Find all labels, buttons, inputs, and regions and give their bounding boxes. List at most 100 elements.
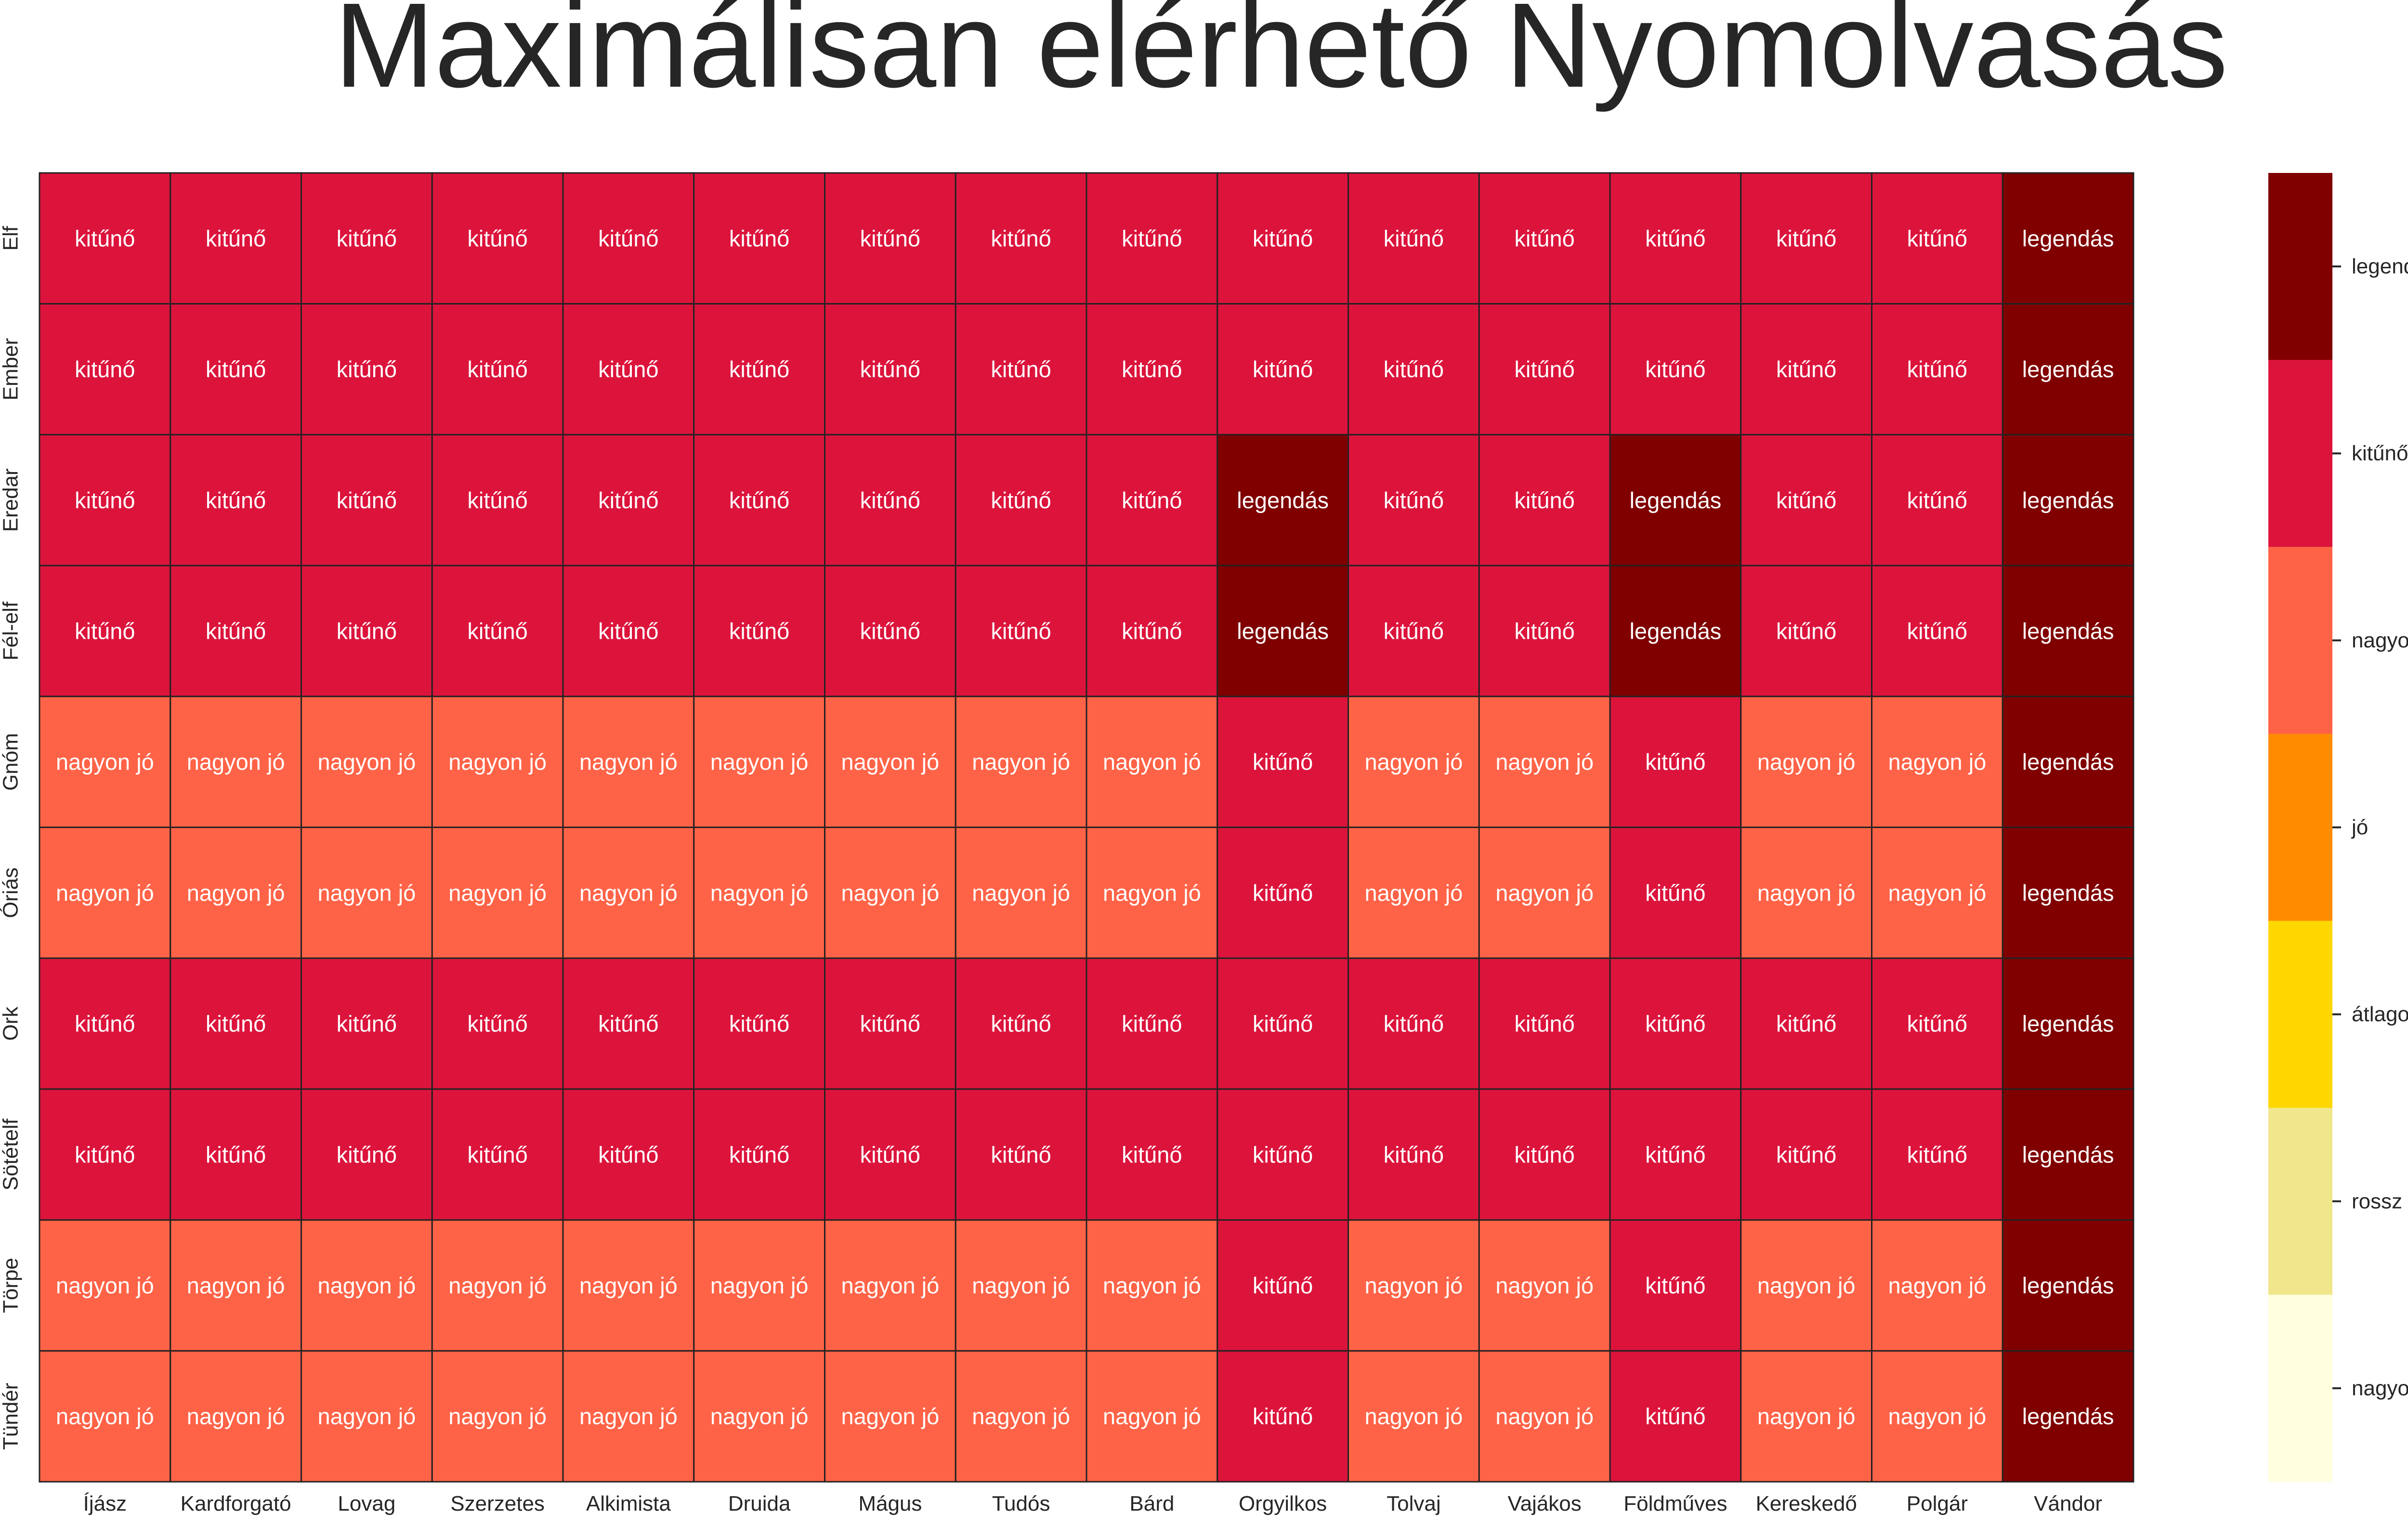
- x-tick-label-magus: Mágus: [858, 1492, 922, 1515]
- heatmap-cell-elf-orgyilkos: [1217, 172, 1349, 305]
- heatmap-cell-torpe-szerzetes: [431, 1219, 564, 1352]
- cell-label-gnom-szerzetes: nagyon jó: [448, 749, 547, 775]
- cell-label-elf-bard: kitűnő: [1122, 225, 1182, 251]
- colorbar-segment-kituno: [2268, 360, 2332, 547]
- cell-label-fel-elf-tolvaj: kitűnő: [1384, 618, 1444, 644]
- cell-label-gnom-vandor: legendás: [2022, 749, 2114, 775]
- cell-label-ork-vandor: legendás: [2022, 1011, 2114, 1037]
- cell-label-tunder-polgar: nagyon jó: [1888, 1404, 1986, 1429]
- cell-label-sotetelf-szerzetes: kitűnő: [467, 1142, 527, 1167]
- cell-label-gnom-kardforgato: nagyon jó: [187, 749, 285, 775]
- heatmap-cell-tunder-vandor: [2002, 1350, 2134, 1483]
- cell-label-sotetelf-vajakos: kitűnő: [1514, 1142, 1574, 1167]
- cell-label-gnom-polgar: nagyon jó: [1888, 749, 1986, 775]
- heatmap-cell-orias-kardforgato: [170, 827, 302, 959]
- heatmap-cell-tunder-druida: [693, 1350, 825, 1483]
- cell-label-tunder-vandor: legendás: [2022, 1404, 2114, 1429]
- cell-label-torpe-tudos: nagyon jó: [972, 1273, 1070, 1298]
- chart-title: Maximálisan elérhető Nyomolvasás: [334, 0, 2228, 112]
- cell-label-gnom-lovag: nagyon jó: [317, 749, 416, 775]
- cell-label-fel-elf-tudos: kitűnő: [991, 618, 1051, 644]
- cell-label-orias-kereskedo: nagyon jó: [1757, 880, 1856, 906]
- cell-label-torpe-vajakos: nagyon jó: [1495, 1273, 1594, 1298]
- heatmap-cell-gnom-bard: [1086, 696, 1218, 829]
- heatmap-cell-ork-vajakos: [1478, 957, 1611, 1090]
- cell-label-torpe-lovag: nagyon jó: [317, 1273, 416, 1298]
- heatmap-cell-eredar-magus: [824, 434, 956, 566]
- x-tick-label-szerzetes: Szerzetes: [450, 1492, 545, 1515]
- cell-label-ork-alkimista: kitűnő: [598, 1011, 658, 1037]
- cell-label-fel-elf-alkimista: kitűnő: [598, 618, 658, 644]
- heatmap-cell-orias-ijasz: [39, 827, 171, 959]
- cell-label-eredar-bard: kitűnő: [1122, 487, 1182, 513]
- heatmap-cell-eredar-orgyilkos: [1217, 434, 1349, 566]
- heatmap-cell-ember-orgyilkos: [1217, 303, 1349, 435]
- cell-label-ork-kereskedo: kitűnő: [1776, 1011, 1836, 1037]
- cell-label-tunder-tudos: nagyon jó: [972, 1404, 1070, 1429]
- heatmap-cell-eredar-szerzetes: [431, 434, 564, 566]
- y-tick-label-elf: Elf: [0, 225, 22, 250]
- cell-label-orias-magus: nagyon jó: [841, 880, 939, 906]
- heatmap-cell-gnom-orgyilkos: [1217, 696, 1349, 829]
- heatmap-cell-tunder-tolvaj: [1348, 1350, 1480, 1483]
- heatmap-cell-eredar-tolvaj: [1348, 434, 1480, 566]
- colorbar-segment-nagyon-jo: [2268, 547, 2332, 734]
- x-tick-label-lovag: Lovag: [338, 1492, 395, 1515]
- heatmap-cell-ember-alkimista: [562, 303, 695, 435]
- colorbar-label-legendas: legendás: [2352, 255, 2408, 278]
- heatmap-cell-gnom-ijasz: [39, 696, 171, 829]
- heatmap-cell-ork-foldmuves: [1609, 957, 1742, 1090]
- heatmap-cell-fel-elf-vandor: [2002, 565, 2134, 698]
- x-tick-label-bard: Bárd: [1129, 1492, 1174, 1515]
- cell-label-ember-kereskedo: kitűnő: [1776, 356, 1836, 382]
- cell-label-tunder-foldmuves: kitűnő: [1645, 1404, 1705, 1429]
- heatmap-cell-elf-foldmuves: [1609, 172, 1742, 305]
- colorbar-segment-rossz: [2268, 1107, 2332, 1295]
- heatmap-cell-ork-polgar: [1871, 957, 2003, 1090]
- cell-label-ork-orgyilkos: kitűnő: [1253, 1011, 1313, 1037]
- cell-label-orias-foldmuves: kitűnő: [1645, 880, 1705, 906]
- cell-label-fel-elf-orgyilkos: legendás: [1237, 618, 1329, 644]
- cell-label-orias-druida: nagyon jó: [710, 880, 809, 906]
- cell-label-eredar-polgar: kitűnő: [1907, 487, 1967, 513]
- heatmap-cell-ember-kereskedo: [1740, 303, 1872, 435]
- heatmap-cell-orias-bard: [1086, 827, 1218, 959]
- cell-label-eredar-vajakos: kitűnő: [1514, 487, 1574, 513]
- heatmap-cell-eredar-foldmuves: [1609, 434, 1742, 566]
- cell-label-gnom-alkimista: nagyon jó: [579, 749, 678, 775]
- cell-label-fel-elf-foldmuves: legendás: [1629, 618, 1721, 644]
- heatmap-cell-eredar-kardforgato: [170, 434, 302, 566]
- heatmap-cell-sotetelf-vandor: [2002, 1088, 2134, 1221]
- cell-label-elf-alkimista: kitűnő: [598, 225, 658, 251]
- cell-label-ember-alkimista: kitűnő: [598, 356, 658, 382]
- cell-label-eredar-szerzetes: kitűnő: [467, 487, 527, 513]
- heatmap-cell-gnom-kereskedo: [1740, 696, 1872, 829]
- y-tick-label-torpe: Törpe: [0, 1258, 23, 1313]
- cell-label-sotetelf-magus: kitűnő: [860, 1142, 920, 1167]
- heatmap-cell-fel-elf-polgar: [1871, 565, 2003, 698]
- cell-label-ember-vandor: legendás: [2022, 356, 2114, 382]
- y-axis-tick-labels: Elf Ember Eredar Fél-elf Gnóm Óriás Ork Sötétel…: [0, 225, 23, 1449]
- cell-label-elf-foldmuves: kitűnő: [1645, 225, 1705, 251]
- heatmap-cell-sotetelf-druida: [693, 1088, 825, 1221]
- cell-label-tunder-lovag: nagyon jó: [317, 1404, 416, 1429]
- cell-label-sotetelf-lovag: kitűnő: [337, 1142, 397, 1167]
- heatmap-cell-ember-bard: [1086, 303, 1218, 435]
- cell-label-ember-polgar: kitűnő: [1907, 356, 1967, 382]
- cell-label-orias-kardforgato: nagyon jó: [187, 880, 285, 906]
- colorbar-label-nagyon-rossz: nagyon rossz: [2352, 1376, 2408, 1400]
- cell-label-ork-tudos: kitűnő: [991, 1011, 1051, 1037]
- cell-label-ork-kardforgato: kitűnő: [206, 1011, 266, 1037]
- heatmap-cell-gnom-lovag: [301, 696, 433, 829]
- heatmap-cell-eredar-kereskedo: [1740, 434, 1872, 566]
- x-tick-label-polgar: Polgár: [1907, 1492, 1968, 1515]
- cell-label-eredar-alkimista: kitűnő: [598, 487, 658, 513]
- cell-label-eredar-magus: kitűnő: [860, 487, 920, 513]
- cell-label-fel-elf-vajakos: kitűnő: [1514, 618, 1574, 644]
- heatmap-cell-tunder-alkimista: [562, 1350, 695, 1483]
- heatmap-cell-eredar-polgar: [1871, 434, 2003, 566]
- heatmap-cell-gnom-vajakos: [1478, 696, 1611, 829]
- heatmap-cell-torpe-polgar: [1871, 1219, 2003, 1352]
